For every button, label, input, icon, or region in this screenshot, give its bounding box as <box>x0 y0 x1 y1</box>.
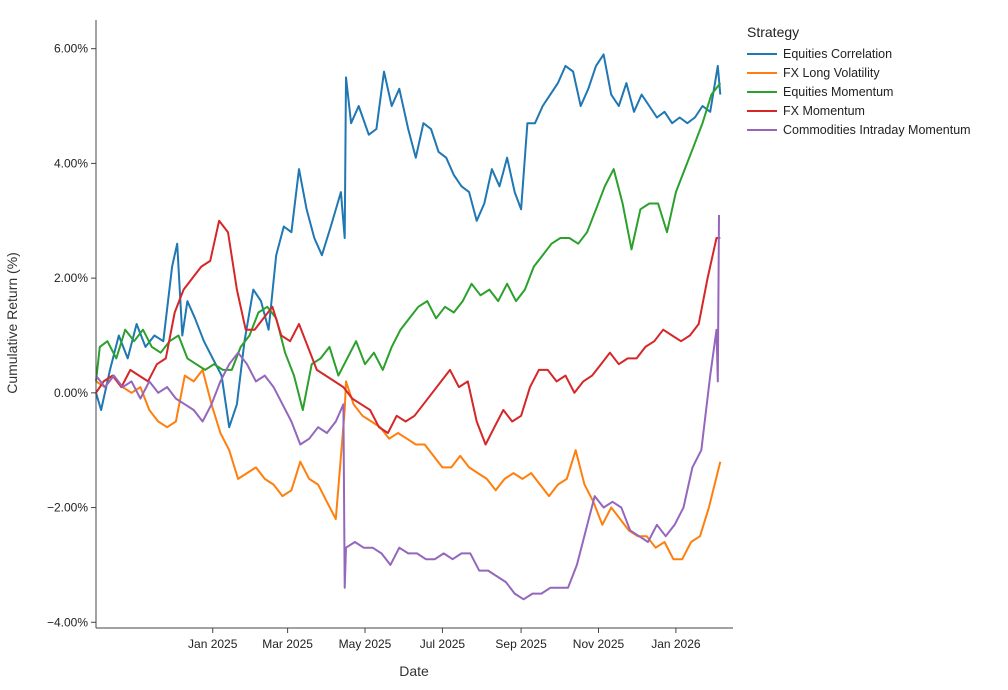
legend-label: FX Momentum <box>783 103 865 118</box>
series-line-equities-correlation <box>95 53 722 429</box>
x-tick-label: Sep 2025 <box>495 637 547 651</box>
y-tick-label: 0.00% <box>54 386 88 400</box>
series-layer <box>95 53 722 601</box>
legend-swatch-icon <box>747 52 777 55</box>
legend: Strategy Equities Correlation FX Long Vol… <box>747 24 971 139</box>
y-tick-label: 4.00% <box>54 156 88 170</box>
x-axis-title: Date <box>399 663 429 679</box>
legend-swatch-icon <box>747 109 777 112</box>
legend-item[interactable]: FX Long Volatility <box>747 63 971 82</box>
y-tick-label: 6.00% <box>54 42 88 56</box>
legend-item[interactable]: Equities Momentum <box>747 82 971 101</box>
x-tick-label: Nov 2025 <box>573 637 625 651</box>
series-line-fx-long-volatility <box>95 368 722 561</box>
legend-item[interactable]: Commodities Intraday Momentum <box>747 120 971 139</box>
legend-label: Commodities Intraday Momentum <box>783 122 971 137</box>
x-tick-label: Mar 2025 <box>262 637 313 651</box>
legend-swatch-icon <box>747 71 777 74</box>
x-tick-label: Jan 2025 <box>188 637 238 651</box>
series-line-equities-momentum <box>95 82 722 411</box>
axis-layer: −4.00% −2.00% 0.00% 2.00% 4.00% 6.00% Jan 2025… <box>47 20 733 651</box>
legend-item[interactable]: Equities Correlation <box>747 44 971 63</box>
series-line-fx-momentum <box>95 219 721 446</box>
legend-label: FX Long Volatility <box>783 65 880 80</box>
y-tick-label: −2.00% <box>47 501 88 515</box>
legend-swatch-icon <box>747 128 777 131</box>
legend-label: Equities Momentum <box>783 84 894 99</box>
x-tick-label: Jul 2025 <box>420 637 466 651</box>
x-tick-label: Jan 2026 <box>651 637 701 651</box>
legend-label: Equities Correlation <box>783 46 893 61</box>
legend-items: Equities Correlation FX Long Volatility Eq… <box>747 44 971 139</box>
y-tick-label: −4.00% <box>47 615 88 629</box>
y-axis-title: Cumulative Return (%) <box>4 252 20 394</box>
legend-title: Strategy <box>747 24 800 40</box>
legend-item[interactable]: FX Momentum <box>747 101 971 120</box>
x-tick-label: May 2025 <box>339 637 392 651</box>
y-tick-label: 2.00% <box>54 271 88 285</box>
legend-swatch-icon <box>747 90 777 93</box>
series-line-commodities-intraday-momentum <box>95 214 720 601</box>
